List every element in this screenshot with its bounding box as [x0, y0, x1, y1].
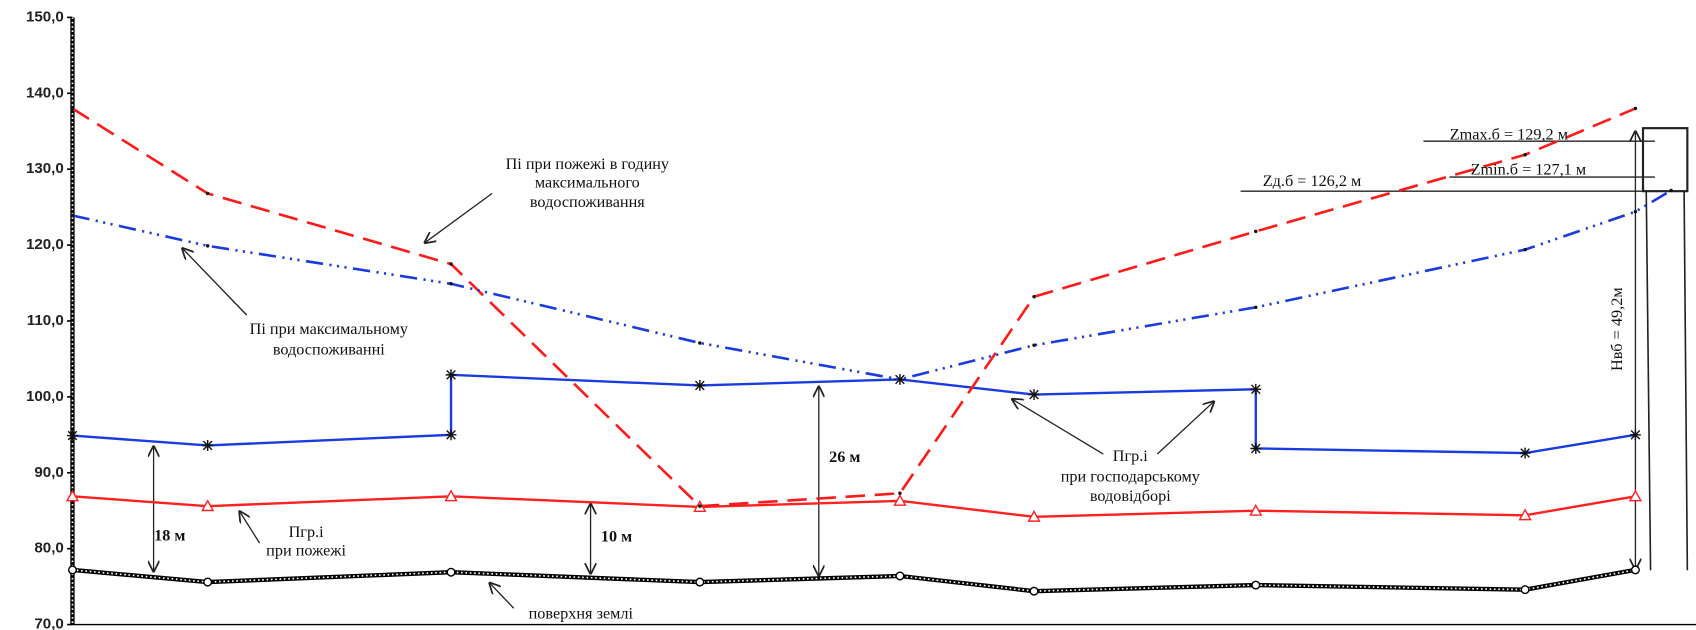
marker	[1628, 489, 1643, 502]
marker	[1027, 509, 1041, 522]
annotation: Zд.б = 126,2 м	[1263, 172, 1362, 190]
marker	[1250, 443, 1262, 454]
marker	[201, 499, 215, 512]
marker	[1250, 383, 1262, 395]
layout	[72, 127, 1696, 626]
marker	[898, 491, 902, 496]
marker	[1523, 247, 1527, 252]
marker	[445, 369, 457, 381]
marker	[1633, 106, 1638, 111]
marker	[1032, 343, 1036, 347]
annotation: Пгр.і	[1113, 447, 1149, 465]
annotation: Zmin.б = 127,1 м	[1471, 160, 1586, 178]
marker	[1028, 389, 1040, 401]
marker	[67, 565, 77, 575]
y-tick-label: 70,0	[34, 616, 63, 630]
marker	[444, 489, 458, 502]
marker	[695, 577, 705, 587]
annotation: при пожежі	[266, 542, 346, 560]
y-tick-label: 130,0	[26, 160, 64, 177]
marker	[67, 430, 78, 442]
series-line	[72, 495, 1636, 518]
marker	[1520, 585, 1530, 595]
marker	[694, 380, 706, 391]
series-line-dots	[72, 569, 1636, 592]
marker	[698, 341, 702, 345]
arrow	[424, 192, 493, 243]
annotation: водоспоживанні	[273, 341, 385, 359]
y-tick-label: 100,0	[26, 388, 64, 405]
marker	[70, 106, 75, 111]
marker	[70, 213, 75, 218]
marker	[1254, 305, 1258, 310]
y-tick-label: 90,0	[34, 464, 63, 481]
marker	[1032, 294, 1036, 299]
tower-tank	[1641, 127, 1689, 193]
arrow	[1156, 401, 1214, 455]
tower-leg	[1683, 191, 1689, 571]
annotation: 26 м	[829, 448, 860, 466]
series-line	[72, 189, 1672, 381]
arrow	[239, 511, 261, 544]
marker	[202, 440, 214, 451]
marker	[1519, 447, 1531, 459]
y-tick-label: 110,0	[27, 312, 64, 329]
y-tick-label: 120,0	[26, 236, 64, 253]
arrow	[182, 248, 248, 316]
annotation: водоспоживання	[530, 193, 645, 211]
annotation: 18 м	[154, 526, 185, 544]
marker	[1633, 209, 1638, 214]
series-line	[72, 373, 1636, 455]
marker	[1630, 565, 1640, 575]
series-line	[71, 107, 1636, 508]
marker	[893, 493, 907, 506]
marker	[1254, 229, 1258, 234]
marker	[895, 571, 905, 581]
marker	[445, 429, 457, 441]
annotation: Пі при максимальному	[250, 320, 409, 338]
annotation: Zmax.б = 129,2 м	[1450, 125, 1568, 143]
arrow	[489, 582, 515, 609]
marker	[449, 262, 453, 266]
marker	[1518, 508, 1532, 521]
annotation: Пі при пожежі в годину	[506, 155, 670, 173]
marker	[1630, 429, 1641, 441]
arrow	[1011, 399, 1104, 455]
marker	[1523, 153, 1527, 157]
marker	[1249, 503, 1263, 516]
annotation: поверхня землі	[529, 605, 634, 623]
marker	[446, 567, 456, 577]
y-tick-label: 150,0	[26, 8, 64, 25]
marker	[203, 577, 213, 587]
annotation: водовідборі	[1090, 487, 1171, 505]
marker	[898, 377, 902, 382]
marker	[1029, 586, 1039, 596]
marker	[1251, 580, 1261, 590]
marker	[1669, 188, 1673, 193]
y-tick-label: 140,0	[26, 84, 64, 101]
series-line	[72, 567, 1636, 594]
annotation: 10 м	[601, 527, 632, 545]
annotation: при господарському	[1061, 468, 1201, 486]
marker	[698, 504, 702, 508]
tower-leg	[1645, 191, 1652, 571]
marker	[65, 489, 80, 502]
annotation: Hвб = 49,2м	[1608, 287, 1626, 371]
marker	[449, 282, 453, 286]
annotation: Пгр.і	[289, 523, 325, 541]
y-tick-label: 80,0	[34, 540, 63, 557]
annotation: максимального	[535, 173, 640, 191]
marker	[205, 191, 210, 196]
marker	[205, 244, 210, 248]
